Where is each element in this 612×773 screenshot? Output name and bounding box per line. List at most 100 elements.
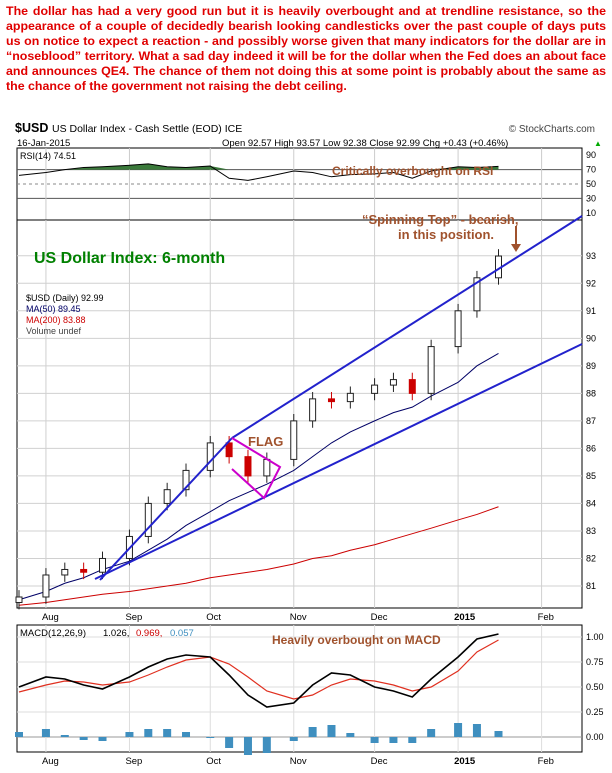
- macd-histogram-bar: [60, 735, 69, 737]
- macd-x-tick: Oct: [206, 756, 221, 767]
- rsi-y-tick: 10: [586, 208, 596, 218]
- candle-body: [408, 379, 416, 394]
- price-x-tick: Aug: [42, 612, 59, 623]
- price-y-tick: 92: [586, 278, 596, 288]
- candle-body: [61, 568, 69, 576]
- candle-body: [144, 502, 152, 537]
- macd-legend-name: MACD(12,26,9): [20, 628, 86, 639]
- rsi-y-tick: 50: [586, 179, 596, 189]
- stockcharts-watermark: © StockCharts.com: [509, 124, 595, 135]
- rsi-y-tick: 30: [586, 193, 596, 203]
- rsi-overbought-fill: [19, 163, 499, 170]
- price-panel-title: US Dollar Index: 6-month: [34, 250, 225, 267]
- price-y-tick: 84: [586, 498, 596, 508]
- macd-y-tick: 0.00: [586, 732, 604, 742]
- macd-y-tick: 0.25: [586, 707, 604, 717]
- commentary-text: The dollar has had a very good run but i…: [6, 4, 606, 93]
- candle-body: [263, 458, 271, 477]
- macd-histogram-bar: [308, 727, 317, 737]
- macd-legend-signal: 0.969,: [136, 628, 162, 639]
- candle-body: [389, 379, 397, 386]
- price-y-tick: 87: [586, 416, 596, 426]
- candle-body: [371, 384, 379, 394]
- price-y-tick: 86: [586, 443, 596, 453]
- change-up-arrow-icon: ▲: [594, 139, 602, 148]
- macd-x-tick: Nov: [290, 756, 307, 767]
- spinning-top-annotation-line2: in this position.: [398, 227, 494, 242]
- macd-legend-value: 1.026,: [103, 628, 129, 639]
- macd-x-tick: Dec: [371, 756, 388, 767]
- candle-body: [99, 557, 107, 573]
- candle-body: [427, 346, 435, 394]
- macd-y-tick: 0.75: [586, 657, 604, 667]
- spinning-top-arrowhead-icon: [511, 244, 521, 252]
- symbol-label: $USD: [15, 121, 48, 135]
- macd-histogram-bar: [327, 725, 336, 737]
- flag-pattern-outline: [231, 437, 282, 500]
- stock-chart: $USD US Dollar Index - Cash Settle (EOD)…: [15, 121, 604, 767]
- candle-body: [473, 277, 481, 312]
- macd-histogram-bar: [346, 733, 355, 737]
- price-x-tick: Dec: [371, 612, 388, 623]
- candle-body: [454, 310, 462, 348]
- macd-histogram-bar: [472, 724, 481, 737]
- macd-histogram-bar: [41, 729, 50, 737]
- macd-histogram-bar: [389, 737, 398, 743]
- rsi-y-tick: 90: [586, 150, 596, 160]
- price-x-tick: Oct: [206, 612, 221, 623]
- candle-body: [309, 398, 317, 422]
- macd-histogram-bar: [15, 732, 23, 737]
- price-y-tick: 85: [586, 471, 596, 481]
- price-y-tick: 83: [586, 526, 596, 536]
- macd-signal-line: [18, 639, 499, 700]
- price-y-tick: 82: [586, 553, 596, 563]
- macd-histogram-bar: [163, 729, 172, 737]
- macd-histogram-bar: [427, 729, 436, 737]
- index-name: US Dollar Index - Cash Settle (EOD) ICE: [52, 123, 242, 135]
- price-y-tick: 81: [586, 581, 596, 591]
- spinning-top-annotation: “Spinning Top” - bearish,: [362, 212, 518, 227]
- macd-x-tick: Feb: [538, 756, 554, 767]
- macd-histogram-bar: [370, 737, 379, 743]
- candle-body: [163, 489, 171, 504]
- macd-histogram-bar: [206, 737, 215, 738]
- price-y-tick: 93: [586, 251, 596, 261]
- macd-histogram-bar: [79, 737, 88, 740]
- candle-body: [206, 442, 214, 471]
- candle-body: [290, 420, 298, 460]
- macd-histogram-bar: [243, 737, 252, 755]
- price-panel: [16, 219, 583, 609]
- candle-body: [80, 568, 88, 573]
- macd-y-tick: 0.50: [586, 682, 604, 692]
- rsi-legend: RSI(14) 74.51: [20, 151, 76, 161]
- macd-histogram-bar: [144, 729, 153, 737]
- price-x-tick: 2015: [454, 612, 476, 623]
- macd-line: [18, 633, 499, 708]
- price-y-tick: 91: [586, 306, 596, 316]
- macd-histogram-bar: [225, 737, 234, 748]
- rsi-y-tick: 70: [586, 165, 596, 175]
- macd-histogram-bar: [454, 723, 463, 737]
- upper-channel-trendline: [231, 215, 583, 439]
- price-legend-entry: MA(200) 83.88: [26, 315, 86, 325]
- ohlc-readout: Open 92.57 High 93.57 Low 92.38 Close 92…: [222, 138, 508, 149]
- chart-date: 16-Jan-2015: [17, 138, 70, 149]
- macd-histogram-bar: [494, 731, 503, 737]
- macd-y-tick: 1.00: [586, 632, 604, 642]
- candle-body: [42, 574, 50, 598]
- upper-channel-continuation: [99, 437, 233, 581]
- price-y-tick: 89: [586, 361, 596, 371]
- candle-body: [225, 442, 233, 458]
- rsi-annotation: Critically overbought on RSI: [332, 164, 493, 178]
- macd-histogram-bar: [182, 732, 191, 737]
- macd-x-tick: Sep: [125, 756, 142, 767]
- flag-annotation: FLAG: [248, 434, 283, 449]
- price-legend-entry: $USD (Daily) 92.99: [26, 293, 104, 303]
- macd-x-tick: 2015: [454, 756, 476, 767]
- macd-histogram-bar: [289, 737, 298, 741]
- candle-body: [244, 456, 252, 477]
- macd-histogram-bar: [408, 737, 417, 743]
- macd-histogram-bar: [262, 737, 271, 753]
- lower-channel-trendline: [94, 343, 583, 580]
- macd-histogram-bar: [125, 732, 134, 737]
